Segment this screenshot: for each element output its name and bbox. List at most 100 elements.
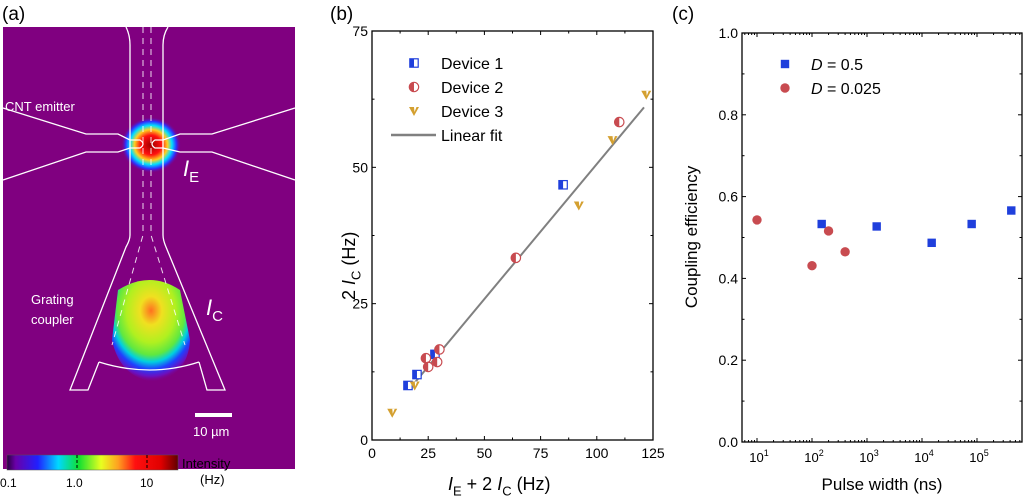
x-tick-label: 125 [641,445,665,461]
scale-bar-label: 10 µm [193,424,229,439]
marker-highlight [646,90,649,96]
marker-highlight [414,107,417,112]
data-point [431,356,443,368]
x-tick-label: 75 [533,445,549,461]
legend-label: Linear fit [441,128,503,145]
panel-b-label: (b) [330,4,353,25]
coupler-label-line2: coupler [31,312,74,327]
y-tick-label: 1.0 [719,25,739,41]
data-point [752,215,762,225]
marker-fill [409,58,414,68]
data-point [607,136,618,146]
legend-label: D = 0.025 [811,81,881,98]
data-point [840,247,850,257]
marker-fill [430,350,435,359]
legend-label: D = 0.5 [811,57,863,74]
legend-marker [780,83,790,93]
y-tick-label: 25 [352,296,368,312]
y-tick-label: 0.2 [719,352,739,368]
data-point [387,408,398,418]
x-tick-label: 103 [859,448,878,465]
legend-marker [408,81,420,93]
data-point [412,369,422,380]
data-point [613,116,625,128]
y-tick-label: 0.0 [719,434,739,450]
marker-highlight [612,136,616,142]
data-point [409,381,420,391]
y-tick-label: 75 [352,23,368,39]
colorbar-tick-label: 1.0 [66,476,83,490]
x-tick-label: 101 [749,448,768,465]
marker-fill [641,90,652,100]
marker-highlight [578,201,582,207]
colorbar-unit: (Hz) [200,472,225,487]
data-point [422,361,434,373]
emitter-current-label: IE [183,156,199,186]
waveguide-core [111,27,186,346]
device-outline [2,26,296,391]
data-point [1007,206,1016,215]
legend-label: Device 2 [441,80,503,97]
marker-fill [387,408,398,418]
data-point [872,222,881,231]
colorbar-tick-label: 10 [140,476,154,490]
x-tick-label: 105 [969,448,988,465]
marker-fill [511,253,516,263]
data-point [558,179,568,190]
data-point [573,201,584,211]
marker-fill [421,353,426,363]
y-tick-label: 50 [352,159,368,175]
data-point [927,238,936,248]
data-point [434,344,445,355]
coupler-label-line1: Grating [31,292,74,307]
x-tick-label: 102 [804,448,823,465]
x-tick-label: 0 [368,445,376,461]
y-axis-label: 2 IC (Hz) [339,232,363,300]
marker-fill [403,381,408,390]
marker-highlight [414,381,418,387]
scale-bar [195,413,232,417]
colorbar [6,454,179,471]
legend-label: Device 1 [441,56,503,73]
marker-fill [409,107,419,116]
coupler-current-label: IC [206,295,223,325]
data-point [641,90,652,100]
data-point [817,219,826,229]
marker-fill [409,82,414,92]
marker-highlight [392,408,395,414]
marker-fill [409,381,420,391]
panel-c-label: (c) [672,4,694,25]
data-point [823,226,834,236]
data-point [967,219,976,229]
x-tick-label: 50 [477,445,493,461]
y-axis-label: Coupling efficiency [682,165,701,308]
marker-fill [432,357,438,367]
data-point [807,261,817,271]
marker-fill [607,136,618,146]
linear-fit-line [413,106,645,384]
coupler-hotspot [112,280,190,382]
marker-fill [423,362,429,372]
x-tick-label: 25 [420,445,436,461]
legend-marker [409,107,419,116]
y-tick-label: 0.8 [719,107,739,123]
colorbar-tick-label: 0.1 [0,476,17,490]
panel-a-label: (a) [2,4,25,25]
plot-frame [741,32,1023,443]
intensity-map [3,27,295,469]
panel-b: (b) 0 25 50 75 100 125 0 25 50 75 IE + 2 IC (Hz) 2 … [330,4,665,498]
legend-marker [780,59,790,69]
y-tick-label: 0.6 [719,189,739,205]
x-axis-label: IE + 2 IC (Hz) [448,474,551,498]
marker-fill [573,201,584,211]
marker-fill [412,370,417,379]
emitter-hotspot [121,117,181,173]
marker-fill [614,117,620,127]
panel-a: (a) CNT emitter IE Grating coupler IC [0,4,296,490]
colorbar-title: Intensity [182,456,231,471]
emitter-label: CNT emitter [5,99,75,114]
legend-marker [409,58,419,68]
legend-label: Device 3 [441,104,503,121]
x-axis-label: Pulse width (ns) [822,475,943,494]
